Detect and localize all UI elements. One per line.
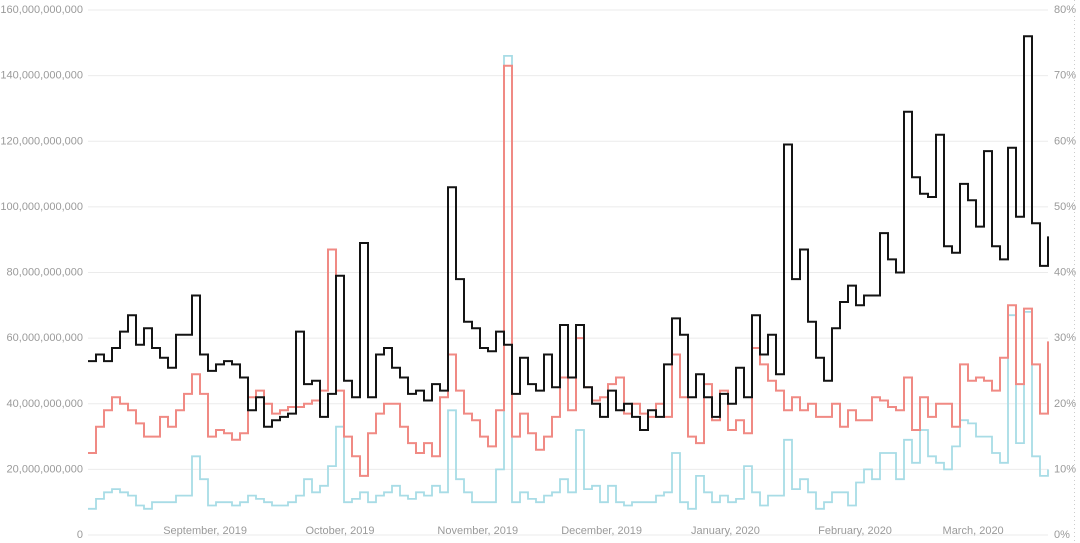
x-axis-tick-label: January, 2020	[691, 525, 760, 537]
series-black-line	[88, 35, 1049, 431]
right-axis-labels: 80% 70% 60% 50% 40% 30% 20% 10% 0%	[1054, 4, 1076, 541]
series-cyan-line	[88, 55, 1049, 510]
series-lines	[88, 35, 1049, 510]
left-axis-tick-label: 140,000,000,000	[0, 70, 83, 82]
left-axis-tick-label: 0	[77, 529, 83, 541]
x-axis-tick-label: March, 2020	[943, 525, 1004, 537]
x-axis-tick-label: September, 2019	[163, 525, 247, 537]
right-axis-tick-label: 60%	[1054, 135, 1076, 147]
left-axis-tick-label: 80,000,000,000	[7, 267, 83, 279]
x-axis-tick-label: February, 2020	[818, 525, 892, 537]
left-axis-tick-label: 40,000,000,000	[7, 398, 83, 410]
left-axis-tick-label: 100,000,000,000	[0, 201, 83, 213]
right-axis-tick-label: 70%	[1054, 70, 1076, 82]
left-axis-tick-label: 20,000,000,000	[7, 463, 83, 475]
right-axis-tick-label: 40%	[1054, 267, 1076, 279]
left-axis-tick-label: 60,000,000,000	[7, 332, 83, 344]
x-axis-tick-label: November, 2019	[437, 525, 518, 537]
right-axis-tick-label: 30%	[1054, 332, 1076, 344]
right-axis-tick-label: 50%	[1054, 201, 1076, 213]
x-axis-tick-label: October, 2019	[305, 525, 374, 537]
right-axis-tick-label: 10%	[1054, 463, 1076, 475]
right-axis-tick-label: 80%	[1054, 4, 1076, 16]
right-axis-tick-label: 0%	[1054, 529, 1070, 541]
right-axis-tick-label: 20%	[1054, 398, 1076, 410]
left-axis-tick-label: 120,000,000,000	[0, 135, 83, 147]
left-axis-tick-label: 160,000,000,000	[0, 4, 83, 16]
left-axis-labels: 160,000,000,000 140,000,000,000 120,000,00…	[0, 4, 83, 541]
x-axis-tick-label: December, 2019	[561, 525, 642, 537]
x-axis-month-labels: September, 2019 October, 2019 November, 20…	[163, 525, 1003, 537]
